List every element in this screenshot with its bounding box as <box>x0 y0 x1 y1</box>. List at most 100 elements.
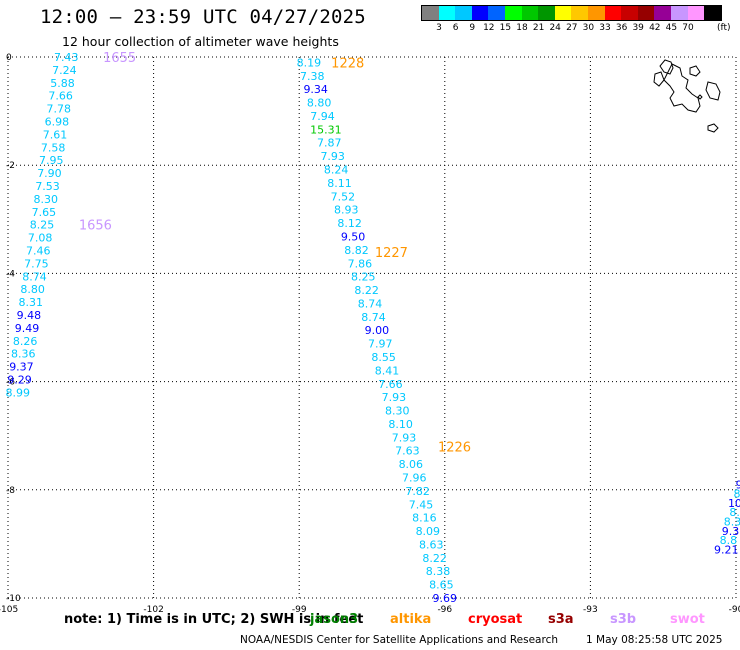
x-tick-label: -93 <box>583 605 598 615</box>
legend-swatch <box>438 6 456 20</box>
wave-height-value: 10. <box>728 497 740 510</box>
pass-time-label: 1656 <box>79 219 112 234</box>
wave-height-value: 8.82 <box>344 244 369 257</box>
legend-swatch <box>670 6 688 20</box>
wave-height-value: 8. <box>729 506 740 519</box>
wave-height-value: 7.93 <box>392 431 417 444</box>
legend-swatch <box>488 6 505 20</box>
y-tick-label: -4 <box>6 269 15 279</box>
wave-height-value: 8.26 <box>13 335 38 348</box>
legend-label: 45 <box>665 23 678 33</box>
wave-height-value: 7.82 <box>405 485 430 498</box>
y-tick-label: -6 <box>6 378 15 388</box>
y-tick-label: -10 <box>6 594 21 604</box>
legend-swatch <box>504 6 522 20</box>
x-tick-label: -96 <box>437 605 452 615</box>
satellite-legend-item: cryosat <box>468 612 523 627</box>
wave-height-value: 8.74 <box>358 297 383 310</box>
legend-label: 3 <box>436 23 442 33</box>
legend-labels: (ft) 3 6 9 12 15 18 21 24 27 30 33 36 39 42 45 70 <box>421 23 730 35</box>
wave-height-value: 8.93 <box>334 204 359 217</box>
y-tick-label: -2 <box>6 161 15 171</box>
wave-height-value: 8.19 <box>297 56 322 69</box>
wave-height-value: 7.94 <box>310 110 335 123</box>
legend-label: 6 <box>452 23 459 33</box>
legend-unit: (ft) <box>717 23 731 33</box>
legend-swatch <box>587 6 605 20</box>
satellite-legend-item: altika <box>390 612 432 627</box>
wave-height-value: 7.63 <box>395 445 420 458</box>
wave-height-value: 5.88 <box>50 77 75 90</box>
wave-height-value: 7.38 <box>300 70 325 83</box>
wave-height-value: 9.48 <box>17 309 42 322</box>
legend-label: 27 <box>566 23 578 33</box>
wave-height-value: 7.93 <box>320 150 345 163</box>
wave-height-value: 9.49 <box>15 322 40 335</box>
wave-height-value: 8.30 <box>33 193 58 206</box>
legend-swatch <box>704 6 721 20</box>
wave-height-value: 8.8 <box>720 534 738 547</box>
legend-swatch <box>604 6 622 20</box>
wave-height-value: 7.96 <box>402 471 427 484</box>
legend-label: 15 <box>499 23 512 33</box>
legend-swatch <box>554 6 572 20</box>
wave-height-value: 8.63 <box>419 538 444 551</box>
wave-height-value: 8.11 <box>327 177 352 190</box>
wave-height-value: 7.66 <box>378 378 403 391</box>
satellite-legend-item: s3a <box>548 612 574 627</box>
legend-label: 39 <box>632 23 644 33</box>
x-tick-label: -99 <box>292 605 307 615</box>
satellite-legend-item: s3b <box>610 612 637 627</box>
wave-height-value: 7.87 <box>317 137 342 150</box>
legend-swatch <box>471 6 489 20</box>
wave-height-value: 7.46 <box>26 245 51 258</box>
wave-height-value: 7.78 <box>47 103 72 116</box>
legend-swatch <box>637 6 655 20</box>
legend-label: 36 <box>615 23 628 33</box>
legend-swatch <box>654 6 671 20</box>
wave-height-value: 8.31 <box>19 296 44 309</box>
wave-height-value: 7.53 <box>35 180 60 193</box>
wave-height-value: 9.29 <box>7 374 32 387</box>
satellite-legend-item: jason3 <box>310 612 359 627</box>
wave-height-value: 15.31 <box>310 123 342 136</box>
y-tick-label: -8 <box>6 486 15 496</box>
wave-height-value: 8. <box>734 488 740 501</box>
wave-height-value: 8.38 <box>426 565 451 578</box>
wave-height-marks: 7.437.245.887.667.786.987.617.587.957.90… <box>5 51 740 605</box>
wave-height-value: 7.58 <box>41 141 66 154</box>
x-tick-label: -105 <box>0 605 18 615</box>
wave-height-value: 7.43 <box>54 51 79 64</box>
wave-height-value: 9.37 <box>9 361 34 374</box>
pass-time-label: 1228 <box>331 56 364 71</box>
wave-height-value: 8.55 <box>371 351 396 364</box>
wave-height-value: 7.95 <box>39 154 64 167</box>
wave-height-value: 8.25 <box>351 271 376 284</box>
pass-time-label: 1226 <box>438 441 471 456</box>
pass-time-label: 1227 <box>375 246 408 261</box>
legend-swatch <box>538 6 555 20</box>
wave-height-value: 9. <box>736 478 740 491</box>
legend-swatch-bar <box>421 5 722 21</box>
legend-swatch <box>521 6 539 20</box>
wave-height-value: 8.99 <box>5 386 30 399</box>
wave-height-value: 7.90 <box>37 167 62 180</box>
wave-height-value: 8.10 <box>388 418 413 431</box>
wave-height-value: 9.21 <box>714 543 739 556</box>
wave-height-value: 8.74 <box>361 311 386 324</box>
wave-height-value: 8.36 <box>11 348 36 361</box>
legend-swatch <box>422 6 439 20</box>
wave-height-value: 9.34 <box>303 83 328 96</box>
page-subtitle: 12 hour collection of altimeter wave hei… <box>62 34 339 49</box>
units-note: note: 1) Time is in UTC; 2) SWH is in fe… <box>64 612 364 627</box>
generated-timestamp: 1 May 08:25:58 UTC 2025 <box>586 634 723 646</box>
color-scale-legend: (ft) 3 6 9 12 15 18 21 24 27 30 33 36 39 42 45 70 <box>421 5 731 35</box>
wave-height-value: 8.24 <box>324 164 349 177</box>
wave-height-value: 8.22 <box>354 284 379 297</box>
wave-height-value: 7.93 <box>382 391 407 404</box>
legend-label: 33 <box>599 23 611 33</box>
legend-swatch <box>621 6 638 20</box>
legend-label: 21 <box>532 23 545 33</box>
wave-height-value: 8.80 <box>20 283 45 296</box>
